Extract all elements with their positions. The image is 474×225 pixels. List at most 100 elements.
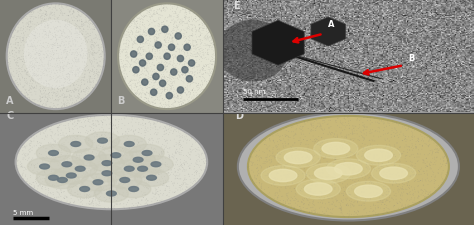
Point [267, 154, 275, 157]
Point [165, 39, 173, 42]
Point [90, 44, 97, 48]
Point [33, 144, 40, 148]
Point [181, 40, 188, 43]
Point [309, 200, 317, 204]
Point [44, 97, 51, 101]
Point [146, 152, 154, 155]
Point [174, 32, 182, 36]
Point [359, 171, 367, 174]
Point [95, 199, 103, 203]
Point [31, 101, 39, 105]
Point [390, 171, 397, 175]
Point [145, 97, 152, 100]
Point [383, 210, 391, 214]
Point [149, 56, 156, 59]
Point [26, 20, 34, 23]
Point [316, 158, 323, 162]
Point [15, 148, 23, 152]
Point [178, 96, 186, 100]
Point [26, 98, 33, 101]
Point [255, 172, 263, 176]
Point [284, 134, 292, 137]
Point [207, 34, 215, 38]
Point [120, 77, 128, 81]
Point [66, 48, 74, 51]
Point [318, 154, 326, 157]
Point [182, 154, 190, 157]
Point [126, 80, 133, 84]
Point [87, 79, 95, 83]
Point [125, 168, 133, 171]
Point [52, 3, 60, 7]
Point [14, 160, 21, 163]
Point [78, 47, 85, 50]
Point [399, 125, 407, 129]
Point [344, 163, 351, 166]
Point [124, 30, 132, 34]
Point [28, 20, 36, 23]
Point [49, 46, 57, 50]
Point [401, 178, 408, 181]
Point [49, 87, 57, 90]
Point [140, 15, 148, 19]
Point [96, 74, 104, 78]
Point [131, 39, 139, 42]
Point [39, 35, 47, 38]
Point [79, 23, 87, 27]
Point [81, 120, 88, 124]
Point [135, 201, 142, 205]
Circle shape [139, 60, 146, 66]
Point [383, 163, 390, 167]
Point [148, 73, 155, 77]
Point [158, 103, 165, 107]
Point [340, 117, 348, 120]
Point [50, 35, 58, 39]
Point [100, 61, 108, 64]
Point [29, 43, 36, 47]
Point [113, 147, 121, 150]
Point [173, 25, 181, 29]
Point [165, 191, 173, 194]
Point [68, 102, 76, 106]
Point [320, 132, 328, 135]
Point [388, 126, 396, 130]
Point [38, 50, 46, 54]
Point [183, 20, 191, 24]
Point [337, 173, 344, 176]
Point [173, 32, 181, 36]
Point [346, 166, 354, 170]
Point [359, 121, 367, 124]
Point [183, 93, 191, 96]
Point [119, 154, 127, 157]
Point [148, 73, 155, 77]
Point [26, 68, 33, 71]
Point [327, 187, 335, 191]
Point [164, 98, 172, 101]
Point [396, 200, 403, 204]
Point [185, 90, 193, 93]
Point [393, 141, 401, 144]
Point [86, 25, 93, 29]
Point [151, 35, 158, 38]
Point [173, 157, 181, 160]
Point [274, 145, 282, 149]
Point [167, 21, 174, 24]
Point [53, 40, 61, 44]
Point [49, 146, 57, 150]
Point [28, 61, 36, 65]
Point [41, 171, 49, 175]
Point [426, 137, 434, 141]
Point [161, 25, 169, 29]
Point [76, 186, 83, 190]
Point [73, 177, 80, 181]
Point [51, 43, 58, 47]
Point [49, 94, 56, 98]
Point [55, 18, 63, 22]
Point [144, 99, 152, 103]
Point [321, 137, 328, 141]
Point [131, 22, 139, 25]
Point [46, 15, 53, 19]
Circle shape [326, 159, 371, 179]
Point [64, 162, 72, 165]
Point [134, 72, 141, 76]
